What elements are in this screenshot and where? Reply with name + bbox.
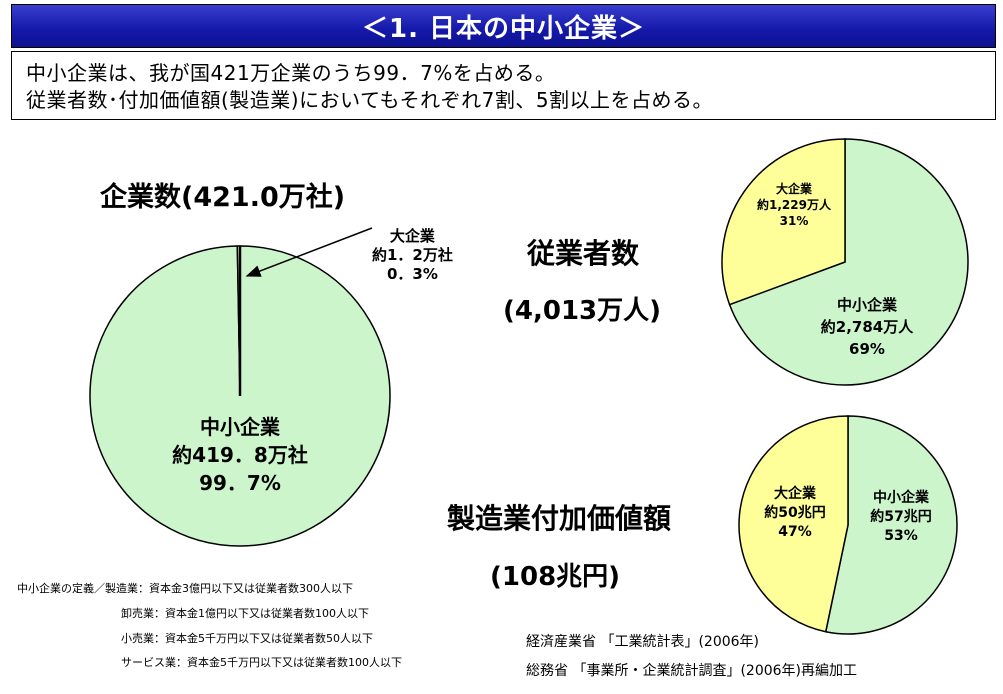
chart1-large-label-group: 大企業 約1．2万社 0．3% bbox=[372, 227, 453, 284]
chart1-large-value: 約1．2万社 bbox=[372, 246, 453, 264]
definition-sector: 小売業 bbox=[121, 632, 154, 645]
chart2-sme-label-group: 中小企業 約2,784万人 69% bbox=[812, 294, 922, 360]
pie-employees bbox=[721, 138, 969, 386]
chart3-sme-value: 約57兆円 bbox=[870, 509, 932, 525]
definition-text: ：資本金3億円以下又は従業者数300人以下 bbox=[138, 582, 353, 595]
chart3-large-percent: 47% bbox=[778, 524, 812, 540]
definition-sector: 卸売業 bbox=[121, 607, 154, 620]
chart2-large-label: 大企業 bbox=[775, 182, 812, 196]
chart3-large-value: 約50兆円 bbox=[764, 505, 826, 521]
page-title: ＜1. 日本の中小企業＞ bbox=[361, 13, 646, 44]
pie-value-added bbox=[738, 415, 958, 635]
chart3-sme-label: 中小企業 bbox=[873, 490, 929, 506]
page-title-bar: ＜1. 日本の中小企業＞ bbox=[11, 4, 996, 48]
chart2-title: 従業者数 bbox=[527, 237, 640, 270]
chart1-sme-percent: 99．7% bbox=[199, 471, 281, 495]
source-line-1: 経済産業省 「工業統計表」(2006年) bbox=[526, 634, 760, 650]
definition-text: ：資本金1億円以下又は従業者数100人以下 bbox=[154, 607, 369, 620]
chart3-sme-percent: 53% bbox=[884, 528, 918, 544]
chart2-subtitle: (4,013万人) bbox=[503, 296, 662, 326]
chart3-large-label: 大企業 bbox=[774, 486, 816, 502]
chart1-sme-value: 約419．8万社 bbox=[172, 443, 308, 467]
definition-text: ：資本金5千万円以下又は従業者数50人以下 bbox=[154, 632, 373, 645]
definition-row-services: サービス業：資本金5千万円以下又は従業者数100人以下 bbox=[121, 654, 402, 670]
chart1-large-percent: 0．3% bbox=[386, 265, 438, 283]
definition-text: ：資本金5千万円以下又は従業者数100人以下 bbox=[176, 656, 402, 669]
definition-row-retail: 小売業：資本金5千万円以下又は従業者数50人以下 bbox=[121, 630, 373, 646]
summary-line-2: 従業者数･付加価値額(製造業)においてもそれぞれ7割、5割以上を占める。 bbox=[26, 88, 714, 112]
definition-sector: 製造業 bbox=[105, 582, 138, 595]
chart1-sme-label-group: 中小企業 約419．8万社 99．7% bbox=[170, 413, 310, 497]
definition-row-manufacturing: 中小企業の定義／製造業：資本金3億円以下又は従業者数300人以下 bbox=[17, 580, 353, 596]
chart2-sme-value: 約2,784万人 bbox=[820, 318, 914, 336]
pie-enterprises bbox=[89, 245, 391, 547]
chart1-sme-label: 中小企業 bbox=[200, 415, 280, 439]
sme-slice bbox=[728, 138, 969, 386]
chart3-title: 製造業付加価値額 bbox=[447, 502, 672, 535]
source-line-2: 総務省 「事業所・企業統計調査」(2006年)再編加工 bbox=[526, 663, 858, 679]
chart2-large-value: 約1,229万人 bbox=[757, 198, 831, 212]
chart3-subtitle: (108兆円) bbox=[490, 562, 621, 592]
chart3-large-label-group: 大企業 約50兆円 47% bbox=[755, 485, 835, 542]
summary-box: 中小企業は、我が国421万企業のうち99．7%を占める。 従業者数･付加価値額(… bbox=[11, 51, 996, 120]
chart1-large-label: 大企業 bbox=[389, 227, 435, 245]
large-enterprise-slice bbox=[721, 138, 846, 306]
chart3-sme-label-group: 中小企業 約57兆円 53% bbox=[858, 489, 944, 546]
sme-slice bbox=[824, 415, 958, 635]
large-enterprise-slice bbox=[738, 415, 849, 633]
chart1-title: 企業数(421.0万社) bbox=[100, 182, 346, 213]
chart2-sme-label: 中小企業 bbox=[836, 296, 897, 314]
chart2-large-label-group: 大企業 約1,229万人 31% bbox=[748, 181, 840, 229]
definition-heading: 中小企業の定義／ bbox=[17, 582, 105, 595]
chart2-large-percent: 31% bbox=[779, 214, 809, 228]
summary-line-1: 中小企業は、我が国421万企業のうち99．7%を占める。 bbox=[26, 61, 556, 85]
definition-sector: サービス業 bbox=[121, 656, 176, 669]
definition-row-wholesale: 卸売業：資本金1億円以下又は従業者数100人以下 bbox=[121, 605, 369, 621]
chart2-sme-percent: 69% bbox=[849, 340, 885, 358]
large-enterprise-callout-arrow bbox=[245, 227, 373, 277]
